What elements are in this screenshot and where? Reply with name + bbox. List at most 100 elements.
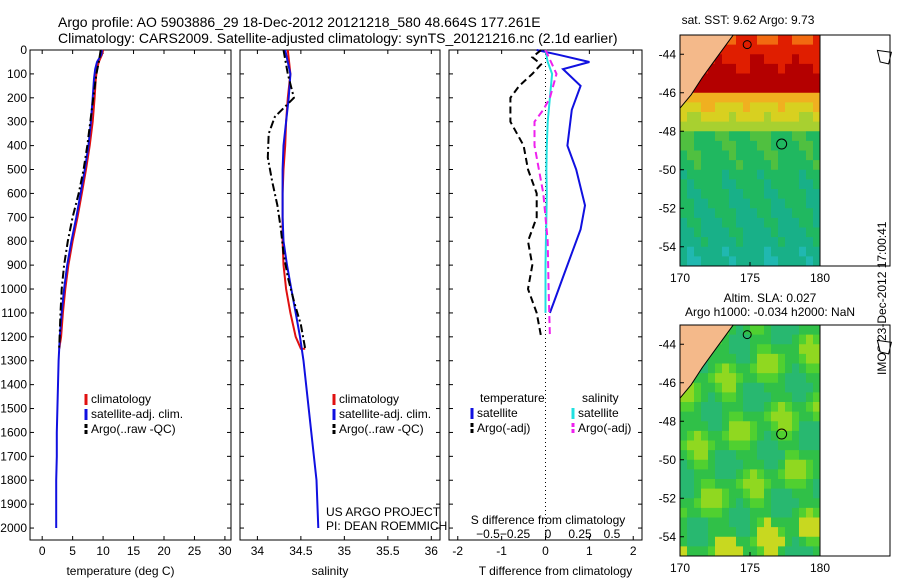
map-cell bbox=[785, 363, 793, 374]
map-cell bbox=[708, 208, 716, 219]
map-cell bbox=[708, 121, 716, 132]
map-cell bbox=[806, 325, 814, 336]
map-cell bbox=[736, 382, 744, 393]
map-cell bbox=[771, 150, 779, 161]
map-cell bbox=[743, 507, 751, 518]
map-cell bbox=[799, 402, 807, 413]
x-tick-label: 25 bbox=[188, 544, 202, 558]
x-axis-label: T difference from climatology bbox=[479, 564, 633, 578]
map-cell bbox=[785, 198, 793, 209]
map-cell bbox=[813, 430, 821, 441]
map-cell bbox=[757, 517, 765, 528]
map-cell bbox=[771, 246, 779, 257]
map-cell bbox=[757, 44, 765, 55]
map-cell bbox=[799, 237, 807, 248]
map-cell bbox=[736, 256, 744, 267]
map-cell bbox=[792, 83, 800, 94]
map-cell bbox=[757, 488, 765, 499]
map-cell bbox=[771, 227, 779, 238]
map-cell bbox=[708, 363, 716, 374]
map-cell bbox=[799, 217, 807, 228]
map-cell bbox=[757, 140, 765, 151]
map-cell bbox=[729, 169, 737, 180]
sst-map-title: sat. SST: 9.62 Argo: 9.73 bbox=[682, 13, 815, 27]
map-cell bbox=[806, 440, 814, 451]
map-cell bbox=[771, 373, 779, 384]
map-cell bbox=[736, 121, 744, 132]
map-cell bbox=[701, 189, 709, 200]
map-cell bbox=[771, 344, 779, 355]
map-cell bbox=[715, 83, 723, 94]
map-cell bbox=[757, 121, 765, 132]
map-cell bbox=[729, 237, 737, 248]
map-cell bbox=[750, 421, 758, 432]
figure-title-line1: Argo profile: AO 5903886_29 18-Dec-2012 … bbox=[58, 14, 541, 30]
map-cell bbox=[778, 392, 786, 403]
map-cell bbox=[764, 237, 772, 248]
map-cell bbox=[701, 479, 709, 490]
x-tick-label: 34.5 bbox=[289, 544, 313, 558]
map-cell bbox=[785, 527, 793, 538]
legend-label: climatology bbox=[339, 392, 399, 406]
map-cell bbox=[750, 217, 758, 228]
map-cell bbox=[722, 546, 730, 557]
map-cell bbox=[757, 198, 765, 209]
map-cell bbox=[701, 469, 709, 480]
map-cell bbox=[680, 411, 688, 422]
map-cell bbox=[813, 112, 821, 123]
y-tick-label: 1300 bbox=[0, 354, 27, 368]
map-cell bbox=[743, 179, 751, 190]
map-cell bbox=[708, 246, 716, 257]
map-cell bbox=[743, 121, 751, 132]
map-cell bbox=[750, 517, 758, 528]
map-cell bbox=[743, 382, 751, 393]
map-cell bbox=[792, 411, 800, 422]
map-cell bbox=[694, 402, 702, 413]
map-cell bbox=[715, 402, 723, 413]
map-cell bbox=[722, 189, 730, 200]
series-line-t-satellite bbox=[536, 49, 590, 314]
map-cell bbox=[715, 208, 723, 219]
map-cell bbox=[736, 217, 744, 228]
map-cell bbox=[771, 430, 779, 441]
map-cell bbox=[792, 382, 800, 393]
map-cell bbox=[806, 112, 814, 123]
map-cell bbox=[757, 54, 765, 65]
map-cell bbox=[792, 35, 800, 46]
map-cell bbox=[701, 536, 709, 547]
map-cell bbox=[715, 479, 723, 490]
map-cell bbox=[680, 140, 688, 151]
map-cell bbox=[778, 479, 786, 490]
map-cell bbox=[785, 54, 793, 65]
map-cell bbox=[764, 160, 772, 171]
map-cell bbox=[799, 440, 807, 451]
map-cell bbox=[778, 382, 786, 393]
map-cell bbox=[687, 208, 695, 219]
map-cell bbox=[729, 83, 737, 94]
map-cell bbox=[792, 498, 800, 509]
map-cell bbox=[764, 246, 772, 257]
map-cell bbox=[799, 469, 807, 480]
map-cell bbox=[701, 363, 709, 374]
map-cell bbox=[792, 507, 800, 518]
map-cell bbox=[771, 334, 779, 345]
map-cell bbox=[785, 160, 793, 171]
map-cell bbox=[771, 160, 779, 171]
map-cell bbox=[708, 411, 716, 422]
map-cell bbox=[715, 160, 723, 171]
map-cell bbox=[799, 488, 807, 499]
map-cell bbox=[757, 83, 765, 94]
map-cell bbox=[708, 102, 716, 113]
map-cell bbox=[708, 450, 716, 461]
map-cell bbox=[729, 150, 737, 161]
map-cell bbox=[771, 469, 779, 480]
map-cell bbox=[701, 227, 709, 238]
map-cell bbox=[680, 527, 688, 538]
map-cell bbox=[764, 411, 772, 422]
map-cell bbox=[680, 179, 688, 190]
map-cell bbox=[799, 382, 807, 393]
map-cell bbox=[729, 44, 737, 55]
map-cell bbox=[750, 479, 758, 490]
map-cell bbox=[722, 421, 730, 432]
